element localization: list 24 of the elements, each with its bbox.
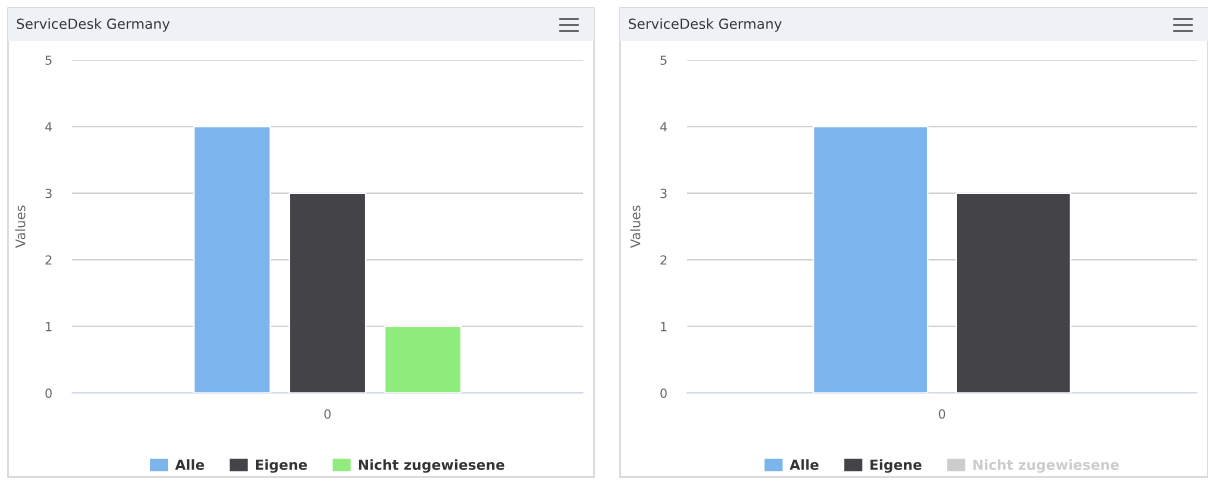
legend-label: Nicht zugewiesene: [358, 459, 505, 473]
y-tick-label: 4: [45, 122, 52, 132]
y-tick-label: 2: [45, 255, 52, 265]
y-tick-label: 1: [660, 322, 667, 332]
y-tick-label: 4: [660, 122, 667, 132]
y-axis-title: Values: [15, 205, 26, 248]
y-tick-label: 0: [660, 388, 667, 398]
chart-title: ServiceDesk Germany: [16, 18, 170, 32]
y-tick-label: 1: [45, 322, 52, 332]
legend-label: Eigene: [870, 459, 922, 473]
y-tick-label: 5: [45, 55, 52, 65]
chart-title: ServiceDesk Germany: [628, 18, 782, 32]
legend-label: Alle: [175, 459, 205, 470]
bar: [384, 325, 462, 393]
bar: [193, 125, 271, 393]
y-tick-label: 3: [45, 188, 52, 199]
y-tick-label: 5: [660, 55, 667, 65]
y-tick-label: 0: [45, 388, 52, 398]
y-axis-title: Values: [630, 205, 641, 248]
legend-label: Alle: [789, 459, 819, 470]
y-tick-label: 3: [660, 188, 667, 199]
legend-label: Eigene: [256, 459, 307, 473]
y-tick-label: 2: [660, 255, 667, 265]
bar: [288, 192, 367, 393]
